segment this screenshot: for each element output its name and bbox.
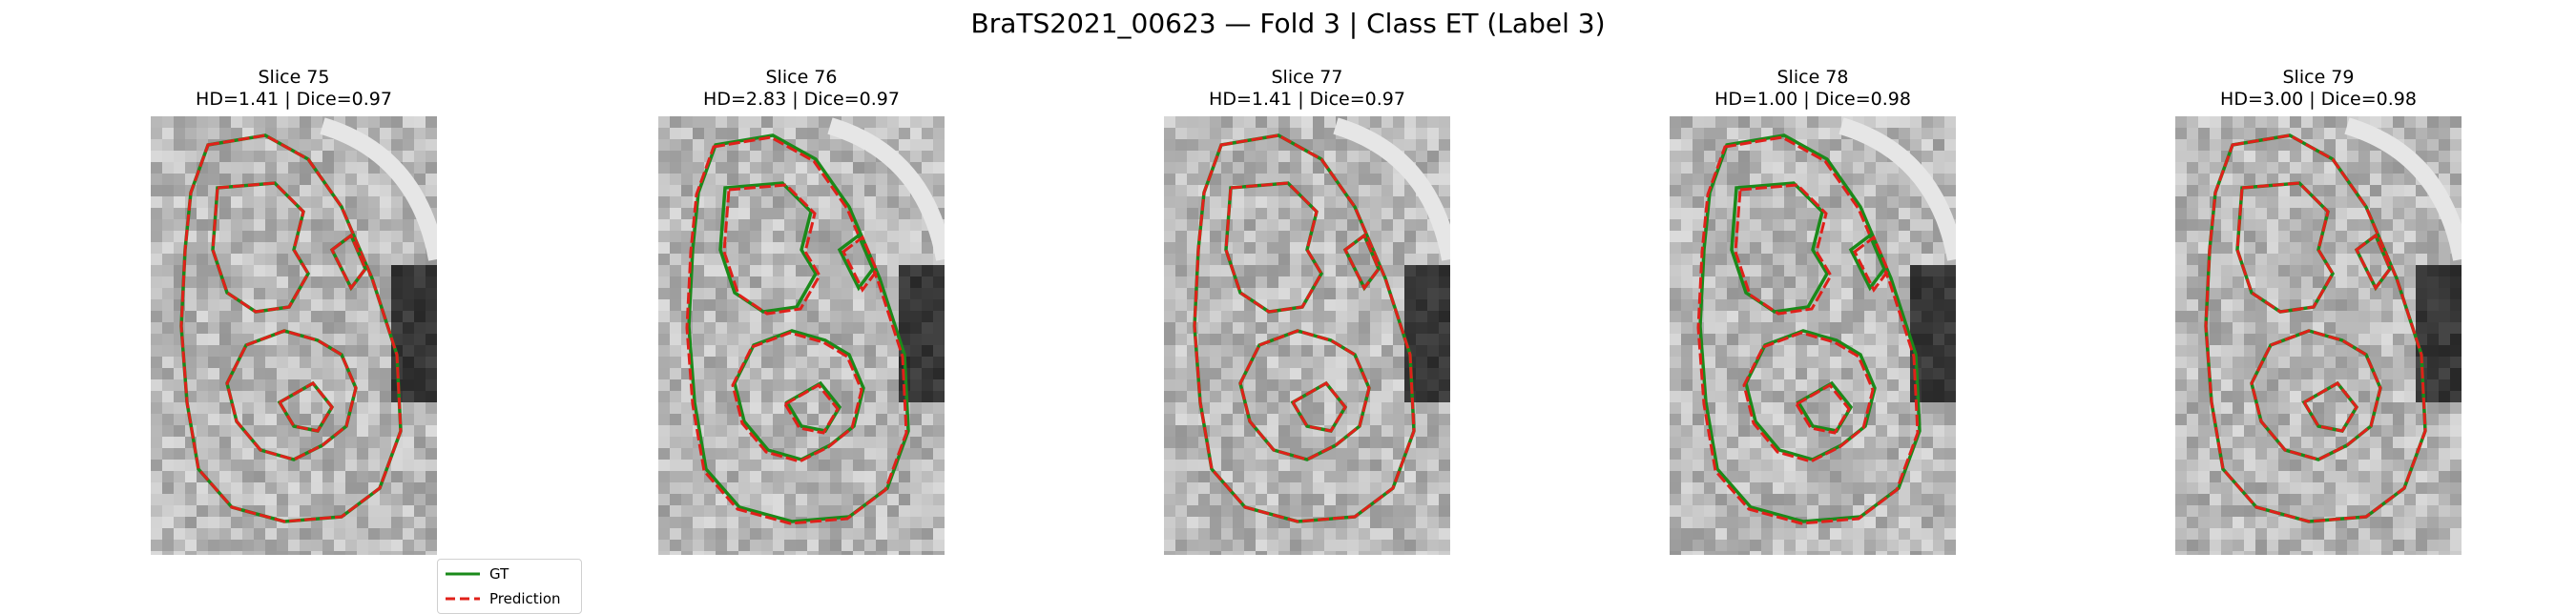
legend-label-gt: GT (489, 565, 509, 583)
gt-contour (718, 181, 819, 314)
panel-title: Slice 77 (1271, 67, 1343, 88)
panel-slice-79: Slice 79 HD=3.00 | Dice=0.98 (2175, 67, 2462, 555)
legend-label-prediction: Prediction (489, 590, 561, 607)
prediction-contour (1238, 329, 1371, 461)
panel-metrics: HD=1.00 | Dice=0.98 (1714, 89, 1911, 110)
prediction-dashed-line-icon (446, 597, 480, 601)
prediction-contour (1224, 181, 1323, 314)
skull-ring (1839, 117, 1956, 261)
prediction-contour (2355, 233, 2392, 291)
skull-ring (320, 117, 437, 261)
prediction-contour (1290, 381, 1347, 433)
prediction-contour (2301, 381, 2358, 433)
legend-item-gt: GT (446, 563, 509, 584)
prediction-contour (1853, 235, 1890, 293)
panel-metrics: HD=2.83 | Dice=0.97 (703, 89, 900, 110)
mri-slice-image (1164, 116, 1450, 555)
prediction-contour (782, 383, 840, 435)
panel-metrics: HD=1.41 | Dice=0.97 (196, 89, 392, 110)
prediction-contour (2204, 133, 2427, 523)
panel-slice-77: Slice 77 HD=1.41 | Dice=0.97 (1164, 67, 1450, 555)
prediction-contour (1193, 133, 1416, 523)
prediction-contour (225, 329, 358, 461)
prediction-contour (731, 331, 863, 463)
panel-title: Slice 78 (1776, 67, 1849, 88)
panel-title: Slice 75 (258, 67, 330, 88)
prediction-contour (330, 233, 367, 291)
panel-metrics: HD=1.41 | Dice=0.97 (1209, 89, 1405, 110)
gt-contour (1730, 181, 1830, 314)
prediction-contour (1742, 331, 1875, 463)
prediction-contour (179, 133, 403, 523)
panel-slice-76: Slice 76 HD=2.83 | Dice=0.97 (658, 67, 945, 555)
panel-slice-78: Slice 78 HD=1.00 | Dice=0.98 (1670, 67, 1956, 555)
mri-pixel-grid (151, 116, 437, 555)
gt-contour (1848, 233, 1887, 292)
prediction-contour (277, 381, 334, 433)
prediction-contour (2250, 329, 2382, 461)
skull-ring (1333, 117, 1450, 261)
prediction-contour (2235, 181, 2335, 314)
mri-slice-image (151, 116, 437, 555)
panel-title: Slice 76 (765, 67, 838, 88)
mri-slice-image (2175, 116, 2462, 555)
prediction-contour (1343, 233, 1381, 291)
gt-line-icon (446, 572, 480, 576)
prediction-contour (722, 183, 821, 316)
prediction-contour (1696, 135, 1920, 525)
skull-ring (827, 117, 945, 261)
prediction-contour (1794, 383, 1851, 435)
mri-slice-image (658, 116, 945, 555)
legend: GT Prediction (437, 559, 582, 614)
skull-ring (2344, 117, 2462, 261)
prediction-contour (685, 135, 908, 525)
prediction-contour (1734, 183, 1833, 316)
gt-contour (837, 233, 876, 292)
prediction-contour (211, 181, 310, 314)
panel-slice-75: Slice 75 HD=1.41 | Dice=0.97 GT Predicti… (151, 67, 582, 614)
legend-item-prediction: Prediction (446, 588, 561, 609)
panel-metrics: HD=3.00 | Dice=0.98 (2220, 89, 2417, 110)
figure-title: BraTS2021_00623 — Fold 3 | Class ET (Lab… (970, 8, 1606, 39)
panel-title: Slice 79 (2282, 67, 2355, 88)
prediction-contour (841, 235, 879, 293)
mri-slice-image (1670, 116, 1956, 555)
